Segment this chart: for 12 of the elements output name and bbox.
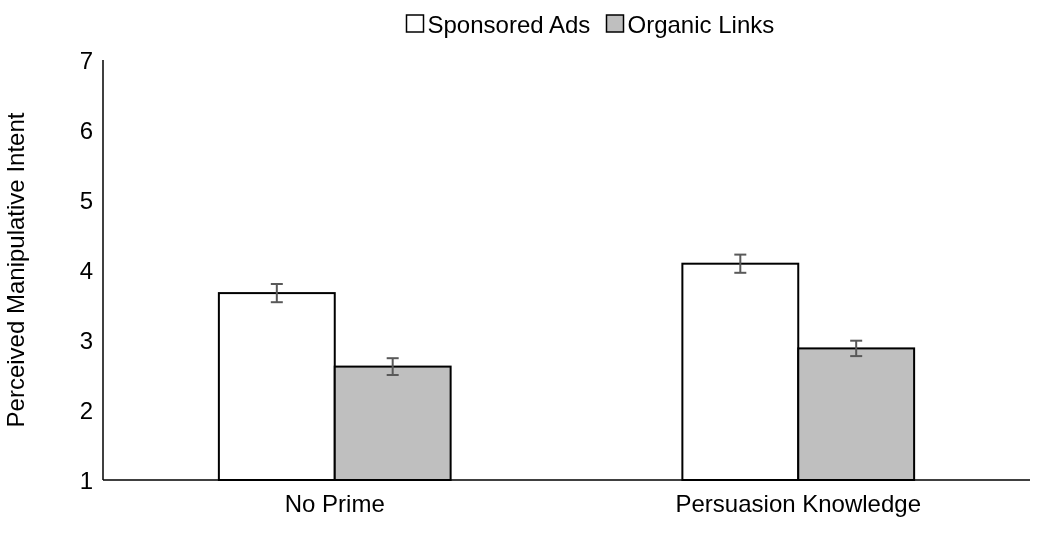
y-tick-label: 1 [79,466,93,494]
y-axis-title: Perceived Manipulative Intent [2,112,29,428]
legend-label: Organic Links [627,10,775,38]
y-tick-label: 2 [79,396,93,424]
x-tick-label: Persuasion Knowledge [675,490,921,517]
y-tick-label: 7 [79,46,93,74]
legend-label: Sponsored Ads [427,10,591,38]
x-tick-label: No Prime [284,490,385,517]
y-tick-label: 4 [79,256,93,284]
y-tick-label: 6 [79,116,93,144]
y-tick-label: 3 [79,326,93,354]
y-tick-label: 5 [79,186,93,214]
